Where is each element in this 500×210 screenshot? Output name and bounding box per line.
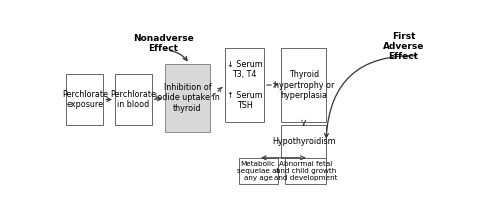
Text: Hypothyroidism: Hypothyroidism xyxy=(272,137,336,146)
FancyBboxPatch shape xyxy=(282,48,326,122)
Text: Nonadverse
Effect: Nonadverse Effect xyxy=(133,34,194,54)
FancyBboxPatch shape xyxy=(165,64,210,132)
Text: Abnormal fetal
and child growth
and development: Abnormal fetal and child growth and deve… xyxy=(274,161,338,181)
FancyBboxPatch shape xyxy=(66,74,103,125)
FancyBboxPatch shape xyxy=(286,158,326,184)
Text: First
Adverse
Effect: First Adverse Effect xyxy=(383,32,424,62)
FancyBboxPatch shape xyxy=(225,48,264,122)
FancyBboxPatch shape xyxy=(282,125,326,158)
Text: Perchlorate
in blood: Perchlorate in blood xyxy=(110,90,156,109)
Text: Metabolic
sequelae at
any age: Metabolic sequelae at any age xyxy=(237,161,280,181)
FancyBboxPatch shape xyxy=(115,74,152,125)
FancyBboxPatch shape xyxy=(239,158,278,184)
Text: Inhibition of
iodide uptake in
thyroid: Inhibition of iodide uptake in thyroid xyxy=(155,83,220,113)
Text: ↓ Serum
T3, T4

↑ Serum
TSH: ↓ Serum T3, T4 ↑ Serum TSH xyxy=(227,60,262,110)
Text: Perchlorate
exposure: Perchlorate exposure xyxy=(62,90,108,109)
Text: Thyroid
hypertrophy or
hyperplasia: Thyroid hypertrophy or hyperplasia xyxy=(274,70,334,100)
